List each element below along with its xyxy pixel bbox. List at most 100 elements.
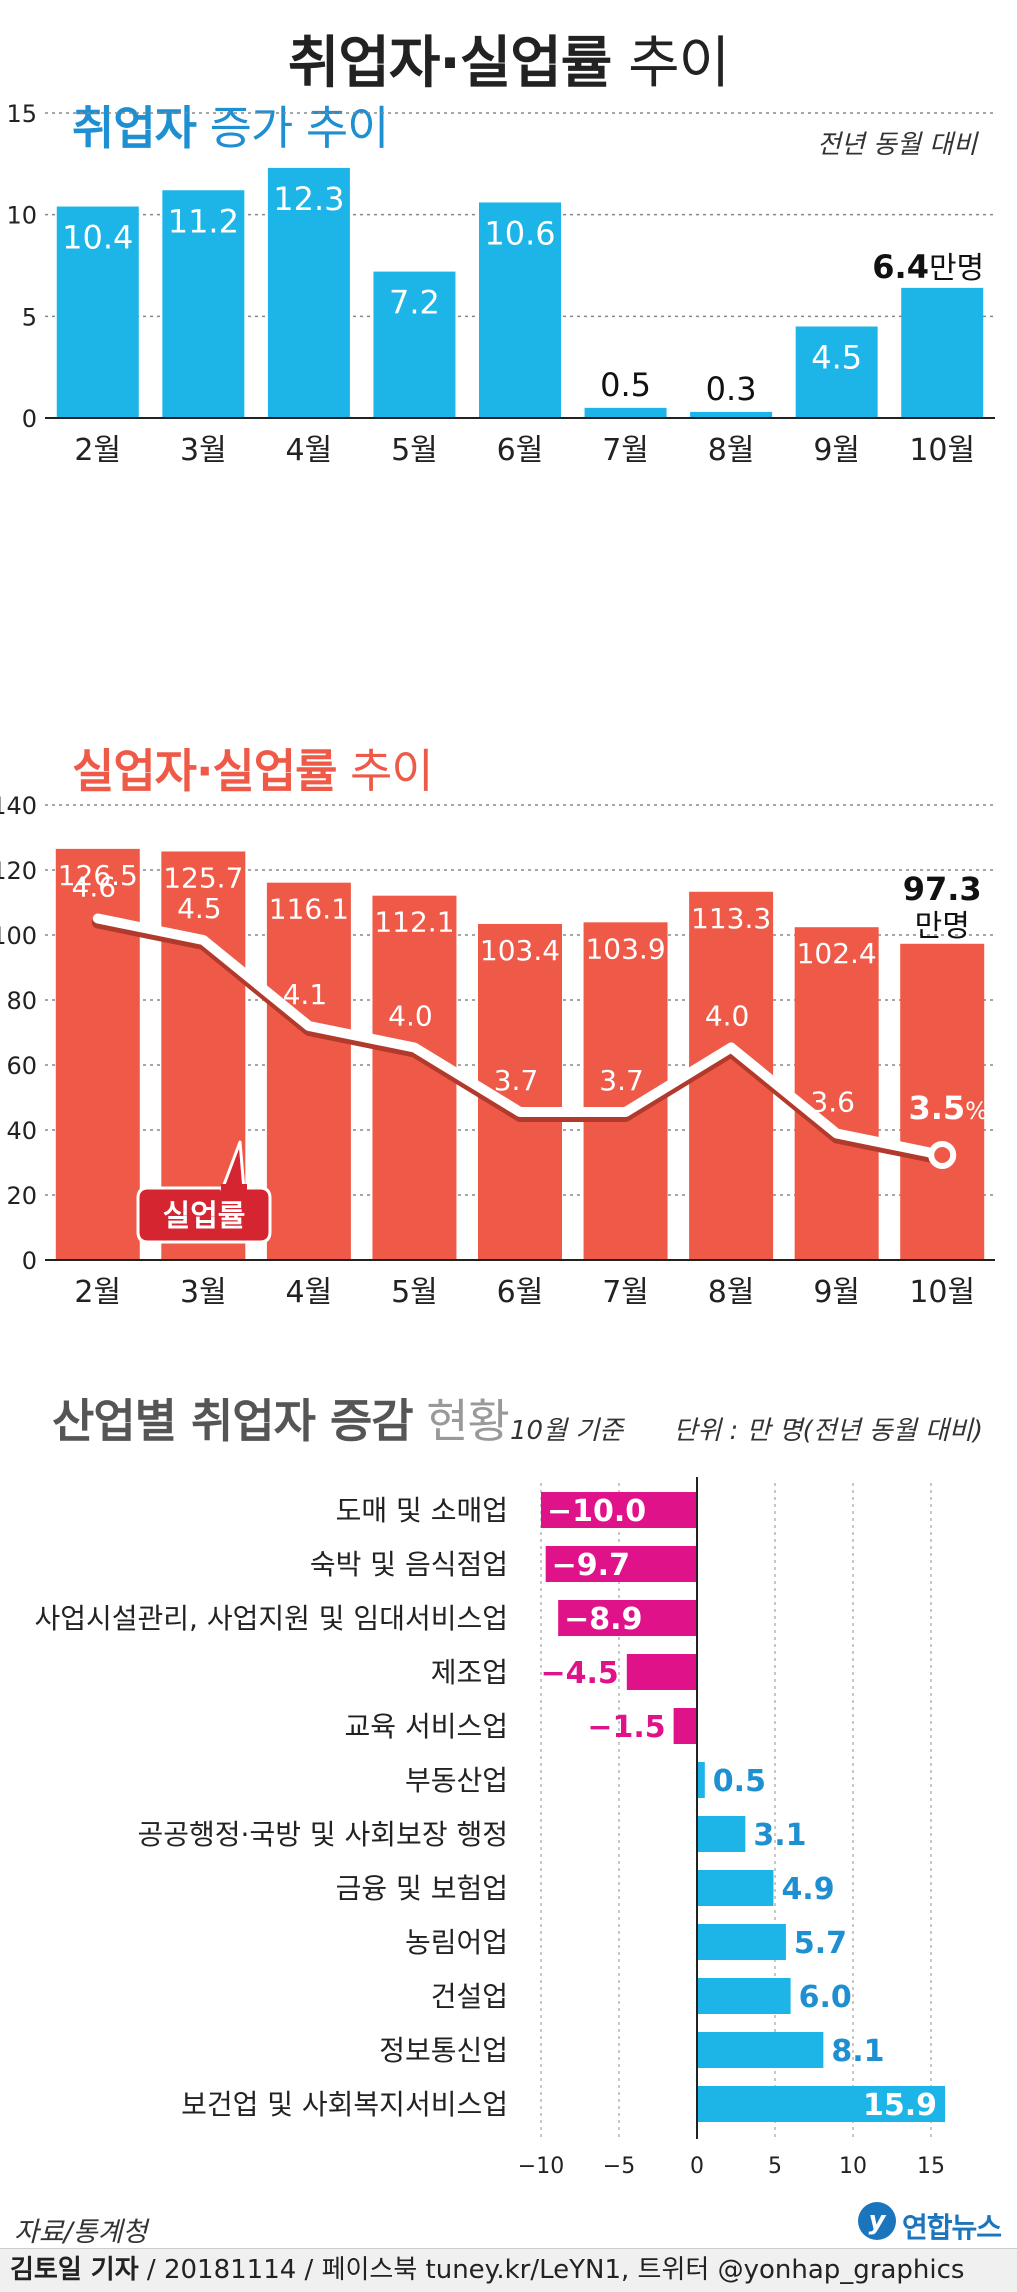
bar-value-label: 113.3 bbox=[691, 902, 771, 935]
chart1-title: 취업자 증가 추이 bbox=[72, 101, 389, 155]
bar-10월 bbox=[901, 287, 984, 418]
bar-value-label: 103.9 bbox=[585, 932, 665, 965]
category-label: 금융 및 보험업 bbox=[336, 1872, 508, 1905]
hbar-row bbox=[697, 2032, 824, 2068]
x-tick-label: 7월 bbox=[602, 1275, 649, 1310]
category-label: 도매 및 소매업 bbox=[336, 1494, 508, 1527]
bar-value-label: 102.4 bbox=[797, 937, 877, 970]
rate-last-label: 3.5% bbox=[908, 1089, 988, 1127]
y-tick-label: 100 bbox=[0, 922, 37, 950]
bar-5월 bbox=[372, 895, 457, 1260]
x-tick-label: 3월 bbox=[180, 433, 227, 468]
title-light: 추이 bbox=[628, 31, 730, 96]
employment-bar-chart: 0 5 10 15 10.4 2월 11.2 3월 12.3 4월 7.2 5월 10.6 6월 0.5 7월… bbox=[6, 100, 995, 468]
category-label: 농림어업 bbox=[405, 1926, 508, 1959]
x-tick-label: 10월 bbox=[909, 433, 975, 468]
logo-mark-icon: y bbox=[858, 2202, 896, 2240]
hbar-row bbox=[697, 1924, 786, 1960]
hbar-value-label: 15.9 bbox=[863, 2088, 937, 2123]
rate-end-marker bbox=[928, 1141, 957, 1169]
hbar-row bbox=[697, 2086, 946, 2122]
x-tick-label: 6월 bbox=[497, 433, 544, 468]
credit-bar: 김토일 기자 / 20181114 / 페이스북 tuney.kr/LeYN1,… bbox=[0, 2248, 1017, 2292]
hbar-row bbox=[697, 1816, 746, 1852]
chart3-title: 산업별 취업자 증감 현황 bbox=[52, 1394, 510, 1448]
rate-label: 3.7 bbox=[494, 1064, 539, 1097]
rate-label: 4.1 bbox=[283, 978, 328, 1011]
title-bold: 취업자·실업률 bbox=[287, 31, 612, 96]
y-tick-label: 20 bbox=[6, 1182, 37, 1210]
bar-value-label: 126.5 bbox=[58, 859, 138, 892]
x-tick-label: 8월 bbox=[708, 1275, 755, 1310]
hbar-value-label: −10.0 bbox=[547, 1494, 646, 1529]
y-tick-label: 140 bbox=[0, 792, 37, 820]
y-tick-label: 15 bbox=[6, 100, 37, 128]
x-tick-label: 6월 bbox=[497, 1275, 544, 1310]
rate-label: 4.6 bbox=[72, 871, 117, 904]
category-label: 사업시설관리, 사업지원 및 임대서비스업 bbox=[34, 1602, 508, 1635]
last-unit: 만명 bbox=[929, 251, 984, 286]
logo-text: 연합뉴스 bbox=[902, 2211, 1002, 2244]
callout-label: 실업률 bbox=[163, 1199, 246, 1234]
credit-rest: / 20181114 / 페이스북 tuney.kr/LeYN1, 트위터 @y… bbox=[138, 2255, 965, 2285]
credit-author: 김토일 기자 bbox=[10, 2255, 139, 2285]
bar-2월 bbox=[55, 848, 140, 1260]
bar-value-label: 112.1 bbox=[374, 906, 454, 939]
bar-value-label: 0.5 bbox=[600, 366, 651, 404]
bar-value-label: 103.4 bbox=[480, 934, 560, 967]
category-label: 보건업 및 사회복지서비스업 bbox=[181, 2088, 508, 2121]
y-tick-label: 80 bbox=[6, 987, 37, 1015]
x-tick-label: −5 bbox=[603, 2154, 635, 2179]
chart3-unit: 단위 : 만 명(전년 동월 대비) bbox=[673, 1416, 983, 1446]
bar-value-label: 125.7 bbox=[163, 861, 243, 894]
x-tick-label: 9월 bbox=[813, 433, 860, 468]
bar-value-label: 11.2 bbox=[168, 202, 239, 240]
bar-8월 bbox=[690, 411, 773, 418]
y-tick-label: 0 bbox=[22, 1247, 37, 1275]
hbar-value-label: 4.9 bbox=[781, 1872, 834, 1907]
rate-line bbox=[92, 913, 948, 1160]
x-tick-label: 4월 bbox=[286, 1275, 333, 1310]
chart3-basis: 10월 기준 bbox=[510, 1416, 624, 1446]
bar-value-label: 6.4만명 bbox=[872, 248, 984, 286]
y-tick-label: 10 bbox=[6, 202, 37, 230]
bar-2월 bbox=[56, 206, 139, 418]
bar-value-label: 12.3 bbox=[273, 180, 344, 218]
hbar-value-label: −9.7 bbox=[552, 1548, 630, 1583]
hbar-value-label: 5.7 bbox=[794, 1926, 847, 1961]
y-tick-label: 5 bbox=[22, 303, 37, 331]
bar-9월 bbox=[794, 927, 879, 1260]
category-label: 공공행정·국방 및 사회보장 행정 bbox=[138, 1818, 508, 1851]
hbar-row bbox=[545, 1546, 697, 1582]
bar-value-label: 10.4 bbox=[62, 219, 133, 257]
bar-3월 bbox=[162, 190, 245, 418]
category-label: 정보통신업 bbox=[379, 2034, 508, 2067]
x-tick-label: 9월 bbox=[813, 1275, 860, 1310]
hbar-value-label: −1.5 bbox=[587, 1710, 665, 1745]
rate-label: 3.6 bbox=[810, 1086, 855, 1119]
bar-10월 bbox=[900, 943, 985, 1260]
x-tick-label: 10 bbox=[839, 2154, 867, 2179]
rate-callout: 실업률 bbox=[136, 1140, 272, 1244]
chart1-note: 전년 동월 대비 bbox=[816, 130, 977, 160]
rate-label: 4.0 bbox=[705, 1000, 750, 1033]
hbar-value-label: −4.5 bbox=[541, 1656, 619, 1691]
page-title: 취업자·실업률 추이 bbox=[0, 18, 1017, 99]
hbar-value-label: 0.5 bbox=[713, 1764, 766, 1799]
x-tick-label: 5월 bbox=[391, 433, 438, 468]
x-tick-label: −10 bbox=[518, 2154, 564, 2179]
hbar-value-label: 6.0 bbox=[799, 1980, 852, 2015]
rate-label: 4.0 bbox=[388, 1000, 433, 1033]
y-tick-label: 120 bbox=[0, 857, 37, 885]
last-bar-value: 97.3 bbox=[903, 870, 982, 908]
x-tick-label: 8월 bbox=[708, 433, 755, 468]
industry-hbar-chart: −10 −5 0 5 10 15 도매 및 소매업 −10.0 숙박 및 음식점업 −9.7 사업시… bbox=[34, 1477, 946, 2179]
yonhap-logo: y 연합뉴스 bbox=[858, 2200, 1008, 2246]
hbar-value-label: −8.9 bbox=[564, 1602, 642, 1637]
chart2-title: 실업자·실업률 추이 bbox=[72, 744, 434, 798]
category-label: 숙박 및 음식점업 bbox=[310, 1548, 508, 1581]
bar-value-label: 7.2 bbox=[389, 284, 440, 322]
last-bar-unit: 만명 bbox=[915, 909, 970, 944]
bar-4월 bbox=[267, 167, 350, 418]
y-tick-label: 60 bbox=[6, 1052, 37, 1080]
